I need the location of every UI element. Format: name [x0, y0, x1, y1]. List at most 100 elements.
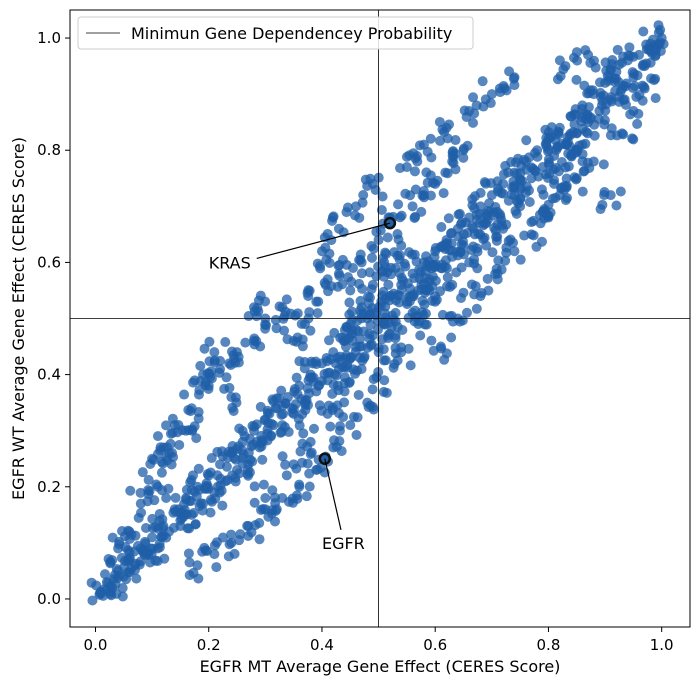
data-point [430, 296, 441, 307]
data-point [399, 258, 410, 269]
data-point [346, 276, 357, 287]
data-point [169, 420, 180, 431]
data-point [577, 100, 588, 111]
data-point [270, 505, 281, 516]
data-point [407, 307, 418, 318]
data-point [135, 498, 146, 509]
data-point [328, 442, 339, 453]
data-point [345, 352, 356, 363]
data-point [447, 147, 458, 158]
data-point [381, 249, 392, 260]
data-point [288, 459, 299, 470]
annotation-kras: KRAS [209, 253, 251, 272]
data-point [356, 268, 367, 279]
data-point [198, 498, 209, 509]
data-point [205, 494, 216, 505]
data-point [190, 519, 201, 530]
data-point [161, 420, 172, 431]
data-point [230, 476, 241, 487]
data-point [489, 222, 500, 233]
data-point [181, 425, 192, 436]
data-point [352, 412, 363, 423]
data-point [390, 263, 401, 274]
data-point [269, 492, 280, 503]
data-point [275, 427, 286, 438]
data-point [390, 307, 401, 318]
data-point [615, 186, 626, 197]
data-point [91, 580, 102, 591]
data-point [639, 61, 650, 72]
data-point [441, 234, 452, 245]
data-point [124, 526, 135, 537]
data-point [220, 476, 231, 487]
data-point [333, 363, 344, 374]
data-point [560, 61, 571, 72]
data-point [224, 382, 235, 393]
data-point [277, 492, 288, 503]
data-point [430, 178, 441, 189]
data-point [492, 268, 503, 279]
y-axis-ticks: 0.0 0.2 0.4 0.6 0.8 1.0 [37, 29, 70, 608]
data-point [131, 573, 142, 584]
data-point [594, 105, 605, 116]
x-tick-label: 0.6 [423, 636, 447, 654]
data-point [541, 141, 552, 152]
data-point [280, 459, 291, 470]
data-point [226, 537, 237, 548]
data-point [87, 595, 98, 606]
data-point [205, 507, 216, 518]
data-point [424, 274, 435, 285]
data-point [358, 190, 369, 201]
data-point [133, 512, 144, 523]
data-point [499, 83, 510, 94]
data-point [345, 285, 356, 296]
data-point [577, 139, 588, 150]
data-point [468, 117, 479, 128]
legend-box [77, 16, 474, 50]
data-point [209, 487, 220, 498]
data-point [651, 44, 662, 55]
data-point [396, 347, 407, 358]
data-point [351, 429, 362, 440]
data-point [226, 448, 237, 459]
x-axis-ticks: 0.0 0.2 0.4 0.6 0.8 1.0 [84, 627, 674, 654]
data-point [218, 532, 229, 543]
data-point [452, 223, 463, 234]
data-point [599, 119, 610, 130]
data-point [377, 191, 388, 202]
data-point [137, 467, 148, 478]
data-point [532, 145, 543, 156]
data-point [379, 375, 390, 386]
data-point [249, 335, 260, 346]
data-point [299, 397, 310, 408]
data-point [271, 393, 282, 404]
data-point [371, 271, 382, 282]
data-point [217, 500, 228, 511]
data-point [357, 355, 368, 366]
data-point [441, 122, 452, 133]
data-point [290, 399, 301, 410]
data-point [192, 560, 203, 571]
data-point [367, 178, 378, 189]
data-point [435, 263, 446, 274]
legend: Minimun Gene Dependencey Probability [77, 16, 474, 50]
data-point [418, 139, 429, 150]
data-point [580, 126, 591, 137]
data-point [410, 184, 421, 195]
data-point [152, 543, 163, 554]
data-point [571, 173, 582, 184]
x-tick-label: 0.2 [197, 636, 221, 654]
data-point [237, 436, 248, 447]
data-point [322, 375, 333, 386]
data-point [404, 247, 415, 258]
data-point [509, 80, 520, 91]
data-point [100, 569, 111, 580]
legend-entry: Minimun Gene Dependencey Probability [131, 24, 452, 43]
data-point [396, 279, 407, 290]
data-point [143, 489, 154, 500]
data-point [356, 341, 367, 352]
data-point [333, 408, 344, 419]
data-point [156, 467, 167, 478]
data-point [339, 397, 350, 408]
data-point [650, 93, 661, 104]
